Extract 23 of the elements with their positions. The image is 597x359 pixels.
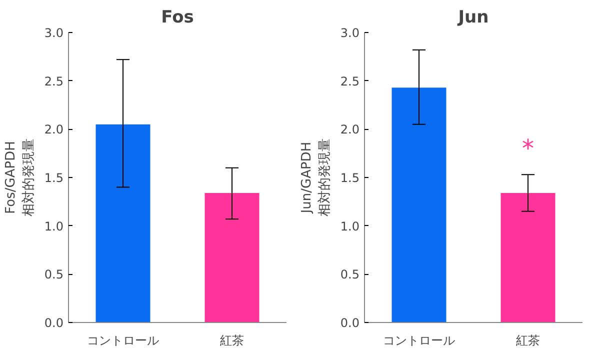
- y-axis-title: Jun/GAPDH 相対的発現量: [299, 138, 332, 216]
- y-tick-label: 1.0: [340, 219, 360, 234]
- y-tick-label: 2.5: [340, 74, 360, 88]
- y-tick-label: 0.5: [340, 268, 360, 282]
- chart-title: Fos: [161, 8, 194, 28]
- y-axis-title: Fos/GAPDH 相対的発現量: [3, 138, 36, 216]
- y-tick-label: 2.0: [44, 122, 64, 137]
- x-tick-label: コントロール: [87, 334, 159, 348]
- annotation: *: [522, 134, 534, 163]
- y-tick-label: 1.5: [340, 171, 360, 185]
- y-tick-label: 0.5: [44, 268, 64, 282]
- y-tick-label: 3.0: [340, 26, 360, 40]
- y-tick-label: 3.0: [44, 26, 64, 40]
- x-tick-label: コントロール: [383, 334, 455, 348]
- y-tick-label: 0.0: [44, 316, 64, 330]
- y-tick-label: 2.5: [44, 74, 64, 88]
- y-tick-label: 1.5: [44, 171, 64, 185]
- y-tick-label: 0.0: [340, 316, 360, 330]
- x-tick-label: 紅茶: [220, 334, 244, 348]
- y-tick-label: 2.0: [340, 122, 360, 137]
- chart-title: Jun: [457, 8, 489, 28]
- y-tick-label: 1.0: [44, 219, 64, 234]
- x-tick-label: 紅茶: [516, 334, 540, 348]
